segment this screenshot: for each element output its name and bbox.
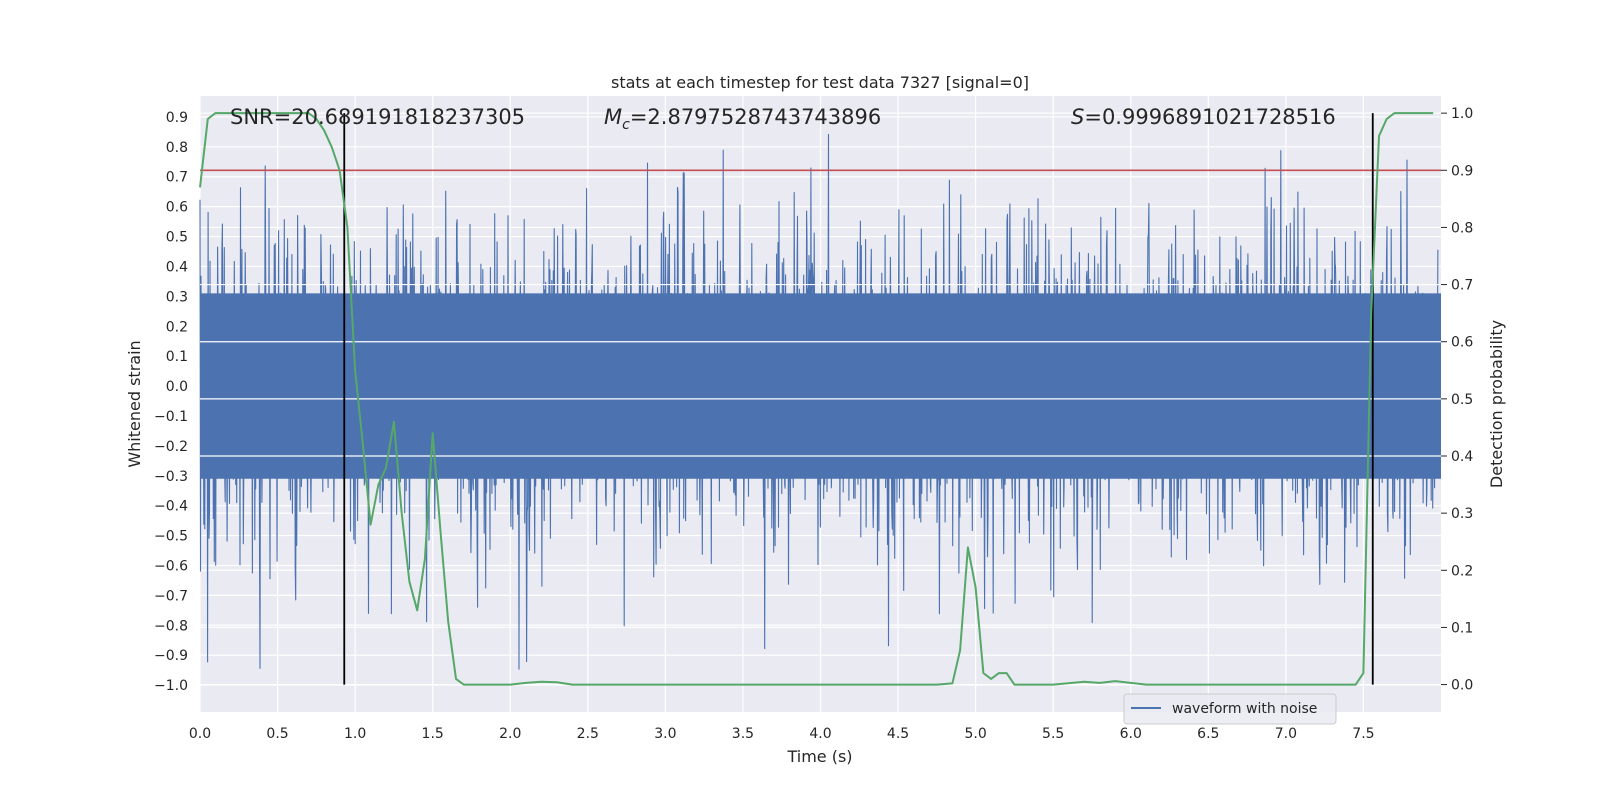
y-tick-label: 0.4 <box>166 259 188 275</box>
x-tick-label: 2.0 <box>499 726 521 742</box>
x-tick-label: 0.0 <box>189 726 211 742</box>
y2-tick-label: 0.5 <box>1451 392 1473 408</box>
x-tick-label: 3.5 <box>732 726 754 742</box>
y-tick-label: −0.1 <box>154 409 188 425</box>
y-tick-label: 0.2 <box>166 319 188 335</box>
y2-tick-label: 0.8 <box>1451 220 1473 236</box>
y-tick-label: 0.7 <box>166 170 188 186</box>
y2-tick-label: 0.2 <box>1451 563 1473 579</box>
x-tick-label: 0.5 <box>266 726 288 742</box>
y-tick-label: 0.0 <box>166 379 188 395</box>
waveform-with-noise-series <box>199 133 1441 670</box>
s-annotation: S=0.9996891021728516 <box>1071 105 1336 129</box>
y-tick-label: −1.0 <box>154 678 188 694</box>
y2-tick-label: 0.3 <box>1451 506 1473 522</box>
y-tick-label: −0.3 <box>154 469 188 485</box>
x-tick-label: 5.0 <box>964 726 986 742</box>
legend-box <box>1123 693 1337 725</box>
chirp-mass-annotation: Mc=2.8797528743743896 <box>604 105 881 133</box>
x-tick-label: 1.0 <box>344 726 366 742</box>
y-tick-label: 0.9 <box>166 110 188 126</box>
y-tick-label: 0.8 <box>166 140 188 156</box>
y-tick-label: 0.5 <box>166 230 188 246</box>
x-tick-label: 1.5 <box>422 726 444 742</box>
x-tick-label: 7.0 <box>1275 726 1297 742</box>
y2-tick-label: 0.4 <box>1451 449 1473 465</box>
y2-tick-label: 0.9 <box>1451 163 1473 179</box>
y2-tick-label: 0.6 <box>1451 335 1473 351</box>
y2-tick-label: 0.0 <box>1451 678 1473 694</box>
x-tick-label: 4.5 <box>887 726 909 742</box>
x-tick-label: 2.5 <box>577 726 599 742</box>
y-tick-label: −0.8 <box>154 618 188 634</box>
x-ticks: 0.0 0.5 1.0 1.5 2.0 2.5 3.0 3.5 4.0 4.5 5.0 5.5 6.0 6… <box>189 726 1375 742</box>
y-tick-label: −0.2 <box>154 439 188 455</box>
y-tick-label: −0.7 <box>154 588 188 604</box>
y-tick-label: −0.5 <box>154 529 188 545</box>
waveform-core-band <box>200 293 1441 479</box>
y2-tick-label: 0.7 <box>1451 278 1473 294</box>
x-tick-label: 3.0 <box>654 726 676 742</box>
y2-tick-label: 0.1 <box>1451 620 1473 636</box>
x-tick-label: 6.0 <box>1120 726 1142 742</box>
y2-ticks: 1.0 0.9 0.8 0.7 0.6 0.5 0.4 0.3 0.2 0.1 0.0 <box>1441 106 1473 694</box>
legend-label: waveform with noise <box>1172 701 1317 717</box>
y-ticks: 0.9 0.8 0.7 0.6 0.5 0.4 0.3 0.2 0.1 0.0 −0.1 −0.2 −0… <box>154 110 188 694</box>
y-tick-label: 0.6 <box>166 200 188 216</box>
snr-annotation: SNR=20.689191818237305 <box>230 105 525 129</box>
x-tick-label: 5.5 <box>1042 726 1064 742</box>
detection-probability-series <box>199 112 1434 686</box>
y-tick-label: 0.3 <box>166 289 188 305</box>
chart-title: stats at each timestep for test data 732… <box>611 73 1029 92</box>
legend: waveform with noise <box>1123 693 1337 725</box>
x-tick-label: 6.5 <box>1197 726 1219 742</box>
y2-tick-label: 1.0 <box>1451 106 1473 122</box>
y2-axis-title: Detection probability <box>1487 320 1506 488</box>
x-tick-label: 4.0 <box>809 726 831 742</box>
x-axis-title: Time (s) <box>786 747 852 766</box>
y-tick-label: −0.9 <box>154 648 188 664</box>
y-tick-label: 0.1 <box>166 349 188 365</box>
y-tick-label: −0.4 <box>154 499 188 515</box>
y-axis-title: Whitened strain <box>125 340 144 467</box>
detection-probability-line <box>199 112 1434 686</box>
x-tick-label: 7.5 <box>1352 726 1374 742</box>
y-tick-label: −0.6 <box>154 558 188 574</box>
